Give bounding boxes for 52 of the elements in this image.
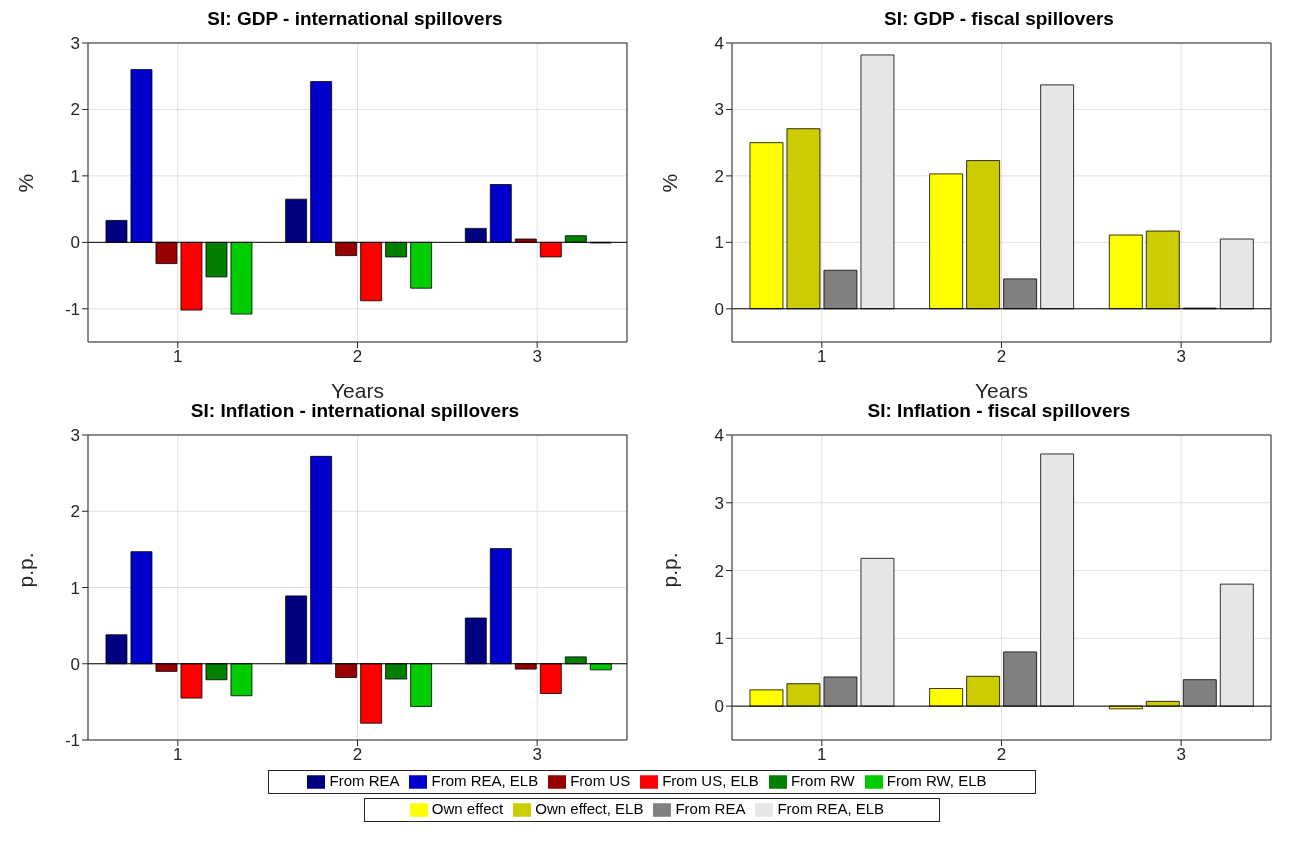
legend-label: From US, ELB [662,772,759,789]
x-tick-label: 2 [996,347,1007,367]
y-tick-label: 1 [70,578,80,598]
legend-label: From REA, ELB [777,800,885,817]
y-tick-label: 3 [714,100,724,120]
y-axis-title: p.p. [14,552,38,588]
legend-label: From REA [675,800,746,817]
x-tick-label: 1 [173,745,183,765]
legend-label: Own effect, ELB [535,800,644,817]
legend-label: From RW, ELB [886,772,987,789]
y-tick-label: 3 [70,34,80,54]
y-tick-label: 3 [70,426,80,446]
x-tick-label: 3 [1176,745,1186,765]
x-tick-label: 2 [352,347,363,367]
y-tick-label: 2 [70,100,80,120]
y-axis-title: % [658,173,682,193]
y-tick-label: -1 [64,731,80,751]
y-tick-label: 2 [714,166,724,186]
y-tick-label: 0 [714,299,724,319]
chart-title: SI: Inflation - international spillovers [189,400,521,422]
chart-title: SI: GDP - fiscal spillovers [883,8,1115,30]
x-axis-title: Years [331,379,384,402]
y-tick-label: 1 [714,629,724,649]
y-tick-label: 2 [714,561,724,581]
x-axis-title: Years [975,379,1028,402]
y-axis-title: p.p. [658,552,682,588]
y-tick-label: 1 [714,233,724,253]
y-tick-label: 4 [714,426,724,446]
y-tick-label: 3 [714,493,724,513]
y-tick-label: -1 [64,299,80,319]
legend-label: From US [570,772,631,789]
y-tick-label: 2 [70,502,80,522]
x-tick-label: 1 [173,347,183,367]
y-tick-label: 0 [714,697,724,717]
legend-label: From RW [790,772,855,789]
legend-label: Own effect [431,800,504,817]
x-tick-label: 1 [817,347,827,367]
chart-title: SI: GDP - international spillovers [206,8,504,30]
y-axis-title: % [14,173,38,193]
x-tick-label: 2 [996,745,1007,765]
legend-label: From REA, ELB [431,772,539,789]
chart-title: SI: Inflation - fiscal spillovers [866,400,1132,422]
y-tick-label: 0 [70,654,80,674]
legend-label: From REA [329,772,400,789]
x-tick-label: 3 [532,347,542,367]
y-tick-label: 4 [714,34,724,54]
y-tick-label: 1 [70,166,80,186]
x-tick-label: 1 [817,745,827,765]
y-tick-label: 0 [70,233,80,253]
x-tick-label: 3 [1176,347,1186,367]
x-tick-label: 3 [532,745,542,765]
x-tick-label: 2 [352,745,363,765]
